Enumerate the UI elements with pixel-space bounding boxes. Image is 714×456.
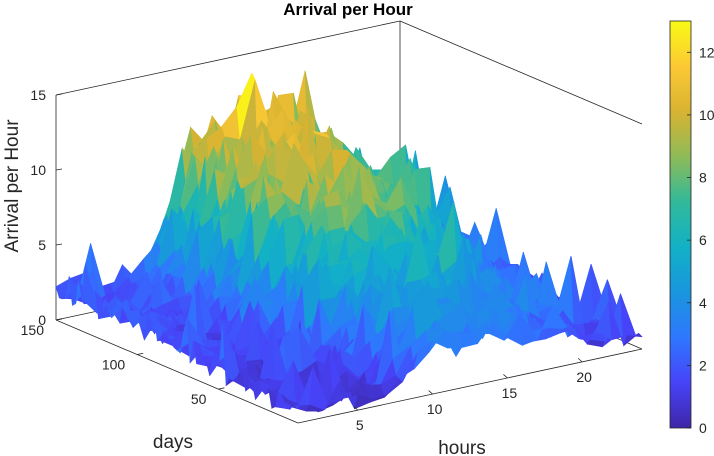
y-axis-ticks: 50 100 150 xyxy=(21,318,225,407)
x-tick-label: 10 xyxy=(427,401,443,417)
z-tick-label: 10 xyxy=(30,162,46,178)
x-tick-label: 20 xyxy=(576,369,592,385)
surface-facet xyxy=(545,327,565,340)
y-axis-label: days xyxy=(153,432,193,453)
colorbar-tick-label: 0 xyxy=(699,420,707,436)
colorbar-ticks: 0 2 4 6 8 10 12 xyxy=(687,44,714,436)
colorbar: 0 2 4 6 8 10 12 xyxy=(669,20,714,436)
colorbar-gradient xyxy=(669,20,692,429)
y-tick-label: 150 xyxy=(21,322,45,338)
x-axis-ticks: 5 10 15 20 xyxy=(353,358,592,433)
surface-plot xyxy=(55,70,643,413)
z-tick-label: 0 xyxy=(38,312,46,328)
x-tick-label: 15 xyxy=(502,385,518,401)
y-tick-label: 50 xyxy=(191,391,207,407)
x-tick-label: 5 xyxy=(356,417,364,433)
surface-facet xyxy=(623,332,643,347)
colorbar-tick-label: 2 xyxy=(699,357,707,373)
colorbar-tick-label: 8 xyxy=(699,170,707,186)
chart-title: Arrival per Hour xyxy=(283,0,413,19)
z-axis-ticks: 0 5 10 15 xyxy=(30,87,63,328)
y-tick-label: 100 xyxy=(102,357,126,373)
colorbar-tick-label: 10 xyxy=(699,107,714,123)
axes-box-front xyxy=(55,319,643,424)
z-axis-label: Arrival per Hour xyxy=(2,119,23,253)
colorbar-tick-label: 4 xyxy=(699,295,707,311)
z-tick-label: 15 xyxy=(30,87,46,103)
colorbar-tick-label: 12 xyxy=(699,44,714,60)
x-axis-label: hours xyxy=(438,438,486,456)
z-tick-label: 5 xyxy=(38,237,46,253)
colorbar-tick-label: 6 xyxy=(699,232,707,248)
